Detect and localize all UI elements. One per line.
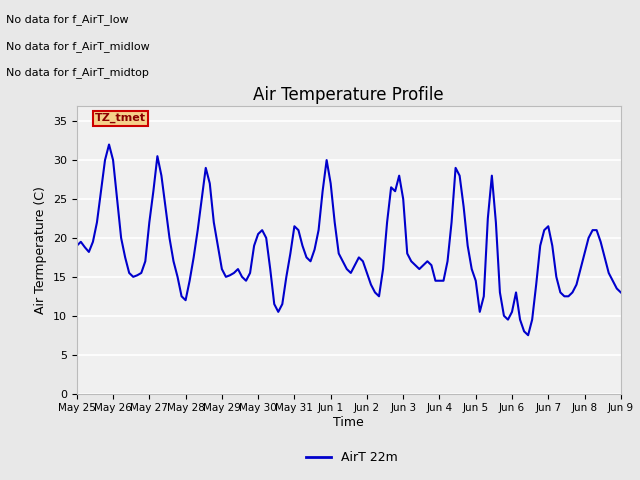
X-axis label: Time: Time xyxy=(333,416,364,429)
Y-axis label: Air Termperature (C): Air Termperature (C) xyxy=(35,186,47,313)
Legend: AirT 22m: AirT 22m xyxy=(301,446,403,469)
Title: Air Temperature Profile: Air Temperature Profile xyxy=(253,86,444,104)
Text: No data for f_AirT_midlow: No data for f_AirT_midlow xyxy=(6,41,150,52)
Text: TZ_tmet: TZ_tmet xyxy=(95,113,146,123)
Text: No data for f_AirT_low: No data for f_AirT_low xyxy=(6,14,129,25)
Text: No data for f_AirT_midtop: No data for f_AirT_midtop xyxy=(6,67,149,78)
